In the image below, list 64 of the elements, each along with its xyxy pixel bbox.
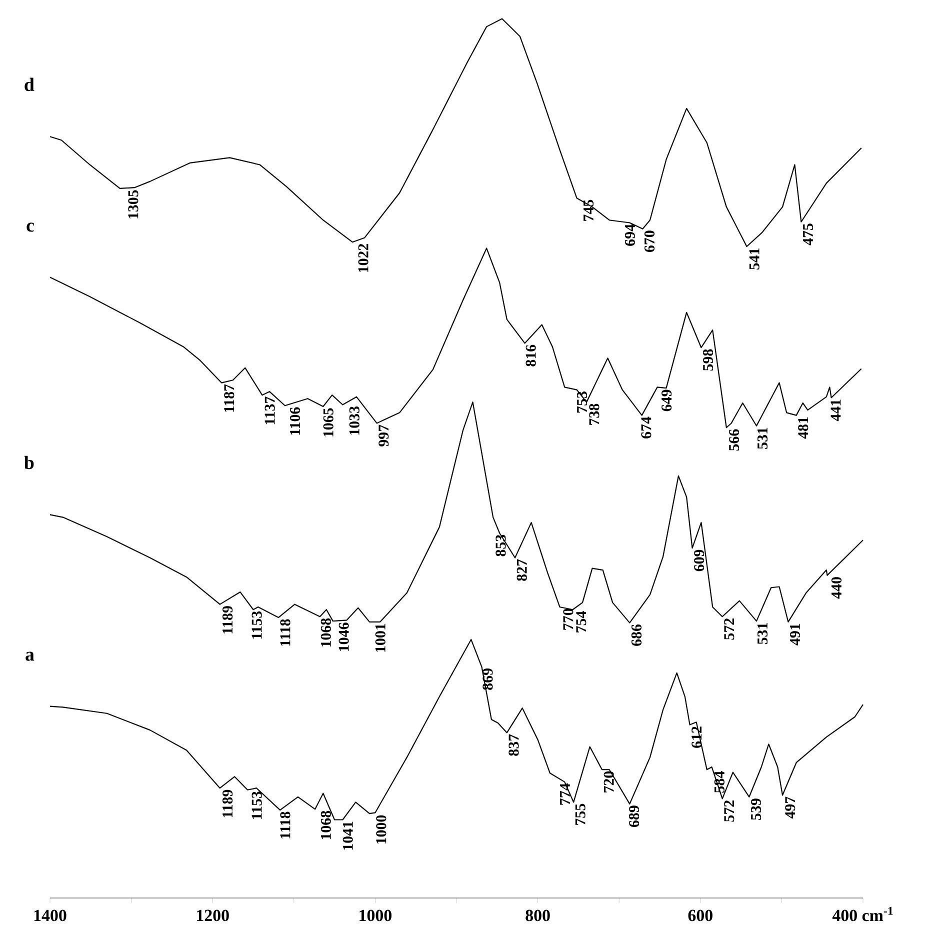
annotation: 689 <box>628 806 640 828</box>
annotation: 1068 <box>320 618 331 647</box>
annotation: 827 <box>516 559 527 581</box>
x-tick-label: 800 <box>526 910 550 922</box>
annotation: 598 <box>702 349 714 371</box>
annotation: 1189 <box>222 790 233 818</box>
annotation: 566 <box>729 429 740 451</box>
annotation: 531 <box>757 623 768 644</box>
annotation: 816 <box>526 344 536 366</box>
annotation: 475 <box>803 224 814 246</box>
annotation: 1118 <box>280 619 290 646</box>
annotation: 491 <box>790 624 800 646</box>
annotation: 1106 <box>290 407 300 435</box>
annotation: 649 <box>662 390 672 412</box>
annotation: 1153 <box>252 792 262 819</box>
annotation: 1022 <box>358 244 368 272</box>
x-tick-label: 1200 <box>197 910 229 922</box>
annotation: 531 <box>757 428 768 449</box>
annotation: 1153 <box>252 611 262 639</box>
annotation: 853 <box>496 534 506 556</box>
annotation: 1068 <box>320 810 331 840</box>
x-tick-label: 600 <box>688 910 712 922</box>
annotation: 584 <box>714 771 724 793</box>
annotation: 997 <box>378 424 389 446</box>
annotation: 1118 <box>280 812 290 838</box>
text: b <box>24 456 34 470</box>
annotation: 738 <box>589 404 600 425</box>
annotation: 1189 <box>222 606 233 634</box>
annotation: 497 <box>785 796 796 819</box>
annotation: 674 <box>641 416 652 438</box>
x-tick-label: 400 cm$^{-1}$ <box>832 906 893 922</box>
annotation: 541 <box>749 248 760 270</box>
annotation: 1033 <box>349 406 360 435</box>
annotation: 1046 <box>338 622 349 651</box>
text: c <box>26 222 34 232</box>
annotation: 694 <box>624 224 635 246</box>
text: a <box>26 652 34 661</box>
annotation: 1065 <box>323 408 334 436</box>
annotation: 481 <box>798 417 808 439</box>
annotation: 755 <box>575 804 586 825</box>
annotation: 720 <box>604 771 614 792</box>
annotation: 1305 <box>128 190 138 218</box>
annotation: 572 <box>724 800 734 822</box>
x-tick-label: 1000 <box>360 910 392 922</box>
annotation: 745 <box>584 200 594 221</box>
annotation: 1137 <box>264 396 275 424</box>
annotation: 670 <box>644 230 655 252</box>
annotation: 1000 <box>376 815 386 844</box>
annotation: 686 <box>631 624 642 646</box>
text: d <box>24 78 34 92</box>
x-tick-label: 1400 <box>34 910 66 922</box>
annotation: 837 <box>508 734 519 756</box>
annotation: 539 <box>750 798 762 820</box>
annotation: 869 <box>482 668 493 690</box>
annotation: 754 <box>576 611 586 632</box>
annotation: 1001 <box>375 624 386 652</box>
annotation: 770 <box>563 608 574 630</box>
annotation: 572 <box>724 618 734 640</box>
annotation: 774 <box>560 783 570 805</box>
annotation: 1041 <box>342 822 353 850</box>
annotation: 440 <box>831 577 842 599</box>
annotation: 609 <box>694 550 704 572</box>
annotation: 1187 <box>224 384 234 412</box>
annotation: 441 <box>830 400 841 422</box>
